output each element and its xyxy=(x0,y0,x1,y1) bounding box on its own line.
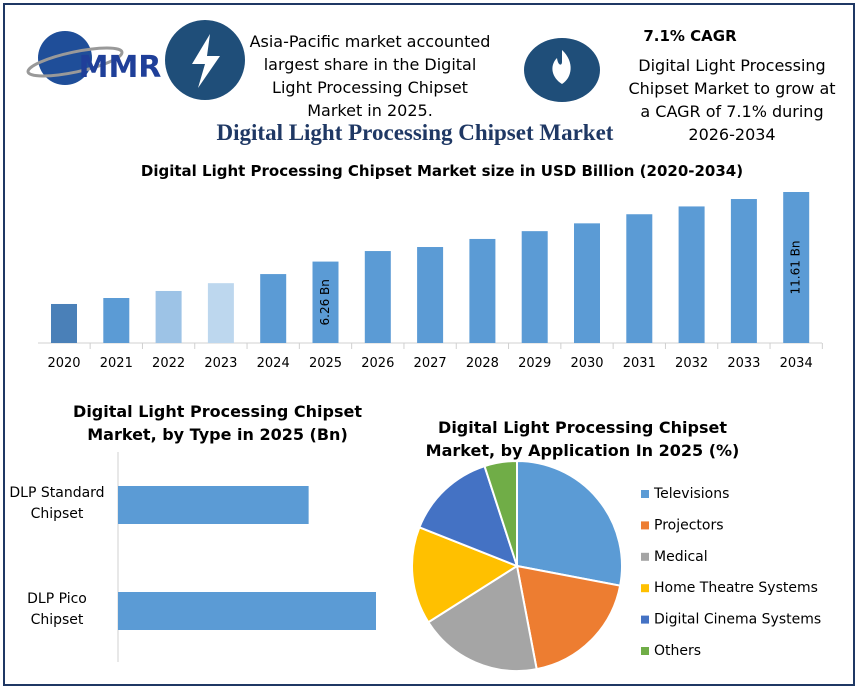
pie-title: Digital Light Processing Chipset Market,… xyxy=(425,418,740,460)
x-tick-label: 2030 xyxy=(570,356,603,371)
bar-title: Digital Light Processing Chipset Market … xyxy=(140,162,744,180)
legend-swatch xyxy=(641,552,649,561)
main-title: Digital Light Processing Chipset Market xyxy=(216,120,614,145)
legend-label: Medical xyxy=(654,549,708,565)
x-tick-label: 2025 xyxy=(309,356,342,371)
x-tick-label: 2031 xyxy=(623,356,656,371)
legend-label: Digital Cinema Systems xyxy=(654,612,821,628)
bar xyxy=(260,274,287,343)
bar xyxy=(118,592,376,630)
frame xyxy=(3,3,855,686)
legend-swatch xyxy=(641,647,649,655)
x-tick-label: 2020 xyxy=(47,356,80,371)
pie-slice xyxy=(426,564,538,672)
bar xyxy=(521,231,548,343)
value-label: 11.61 Bn xyxy=(789,240,803,294)
x-tick-label: 2027 xyxy=(414,356,447,371)
bar xyxy=(312,261,339,343)
hbar-title: Digital Light Processing Chipset Market,… xyxy=(73,402,362,444)
x-tick-label: 2021 xyxy=(100,356,133,371)
bar xyxy=(783,192,810,343)
legend-swatch xyxy=(641,521,649,530)
bar xyxy=(574,223,600,343)
bar xyxy=(51,303,77,343)
x-tick-label: 2024 xyxy=(257,356,290,371)
flame-icon xyxy=(552,50,571,84)
x-tick-label: 2026 xyxy=(361,356,394,371)
cagr-title: 7.1% CAGR xyxy=(643,27,737,45)
x-tick-label: 2032 xyxy=(675,356,708,371)
bar xyxy=(730,199,757,343)
legend-swatch xyxy=(641,490,649,498)
x-tick-label: 2029 xyxy=(518,356,551,371)
logo-text: MMR xyxy=(79,50,162,85)
bolt-icon xyxy=(192,34,220,88)
pie-slice xyxy=(516,459,623,587)
value-label: 6.26 Bn xyxy=(318,279,332,325)
info-text: Asia-Pacific market accounted largest sh… xyxy=(249,32,491,120)
y-tick-label: DLP Standard Chipset xyxy=(9,485,105,522)
legend-label: Televisions xyxy=(653,486,729,502)
x-tick-label: 2022 xyxy=(152,356,185,371)
cagr-text: Digital Light Processing Chipset Market … xyxy=(628,56,836,144)
bar xyxy=(626,214,653,343)
legend-label: Projectors xyxy=(654,517,724,533)
pie-slice xyxy=(515,564,622,671)
legend-swatch xyxy=(641,584,649,593)
y-tick-label: DLP Pico Chipset xyxy=(27,591,87,628)
logo-ring xyxy=(26,46,124,78)
bar xyxy=(118,486,309,524)
bar xyxy=(469,238,496,343)
pie-slice xyxy=(483,459,518,567)
x-tick-label: 2028 xyxy=(466,356,499,371)
x-tick-label: 2023 xyxy=(204,356,237,371)
bar xyxy=(417,247,444,343)
bar xyxy=(155,290,182,343)
bar xyxy=(364,251,391,343)
x-tick-label: 2034 xyxy=(780,356,813,371)
bar xyxy=(207,283,234,343)
x-tick-label: 2033 xyxy=(727,356,760,371)
legend-label: Home Theatre Systems xyxy=(654,580,818,596)
legend-label: Others xyxy=(654,643,701,659)
bar xyxy=(103,297,130,343)
pie-slice xyxy=(411,526,520,624)
bar xyxy=(678,206,705,343)
legend-swatch xyxy=(641,615,649,624)
